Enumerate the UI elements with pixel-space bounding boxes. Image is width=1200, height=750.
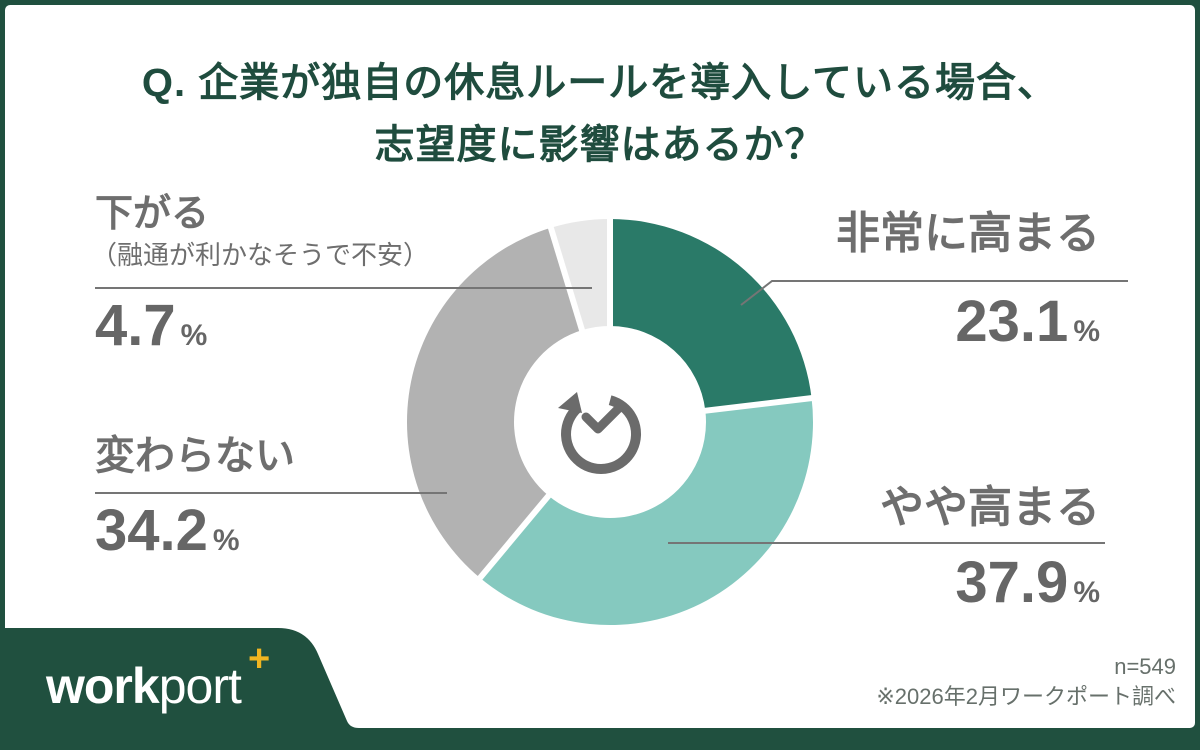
logo-plus-icon: + xyxy=(248,638,270,680)
page-title-line2: 志望度に影響はあるか？ xyxy=(374,123,826,167)
value-unit: % xyxy=(1073,576,1100,609)
callout-note-top-left: （融通が利かなそうで不安） xyxy=(91,240,430,270)
logo-work: work xyxy=(46,658,160,714)
footer-shape xyxy=(0,628,359,728)
callout-value-bottom-right: 37.9% xyxy=(680,554,1100,612)
workport-logo: workport + xyxy=(46,640,270,716)
sample-size: n=549 xyxy=(1114,654,1176,679)
value-unit: % xyxy=(1073,315,1100,348)
page-title: Q. 企業が独自の休息ルールを導入している場合、 志望度に影響はあるか？ xyxy=(0,52,1200,176)
callout-name-bottom-right: やや高まる xyxy=(880,483,1100,532)
value-number: 37.9 xyxy=(955,550,1069,615)
callout-name-top-right: 非常に高まる xyxy=(836,209,1100,258)
callout-name-top-left: 下がる xyxy=(95,193,210,235)
logo-t: t xyxy=(227,658,242,714)
callout-value-mid-left: 34.2% xyxy=(95,502,240,560)
source-note: ※2026年2月ワークポート調べ xyxy=(876,684,1176,709)
logo-por: por xyxy=(158,658,229,714)
callout-value-top-right: 23.1% xyxy=(680,293,1100,351)
callout-value-top-left: 4.7% xyxy=(95,297,207,355)
value-unit: % xyxy=(180,319,208,352)
value-number: 4.7 xyxy=(95,293,176,358)
page-title-line1: Q. 企業が独自の休息ルールを導入している場合、 xyxy=(141,61,1059,105)
value-unit: % xyxy=(212,524,240,557)
value-number: 23.1 xyxy=(955,289,1069,354)
callout-name-mid-left: 変わらない xyxy=(95,434,295,478)
value-number: 34.2 xyxy=(95,498,208,563)
